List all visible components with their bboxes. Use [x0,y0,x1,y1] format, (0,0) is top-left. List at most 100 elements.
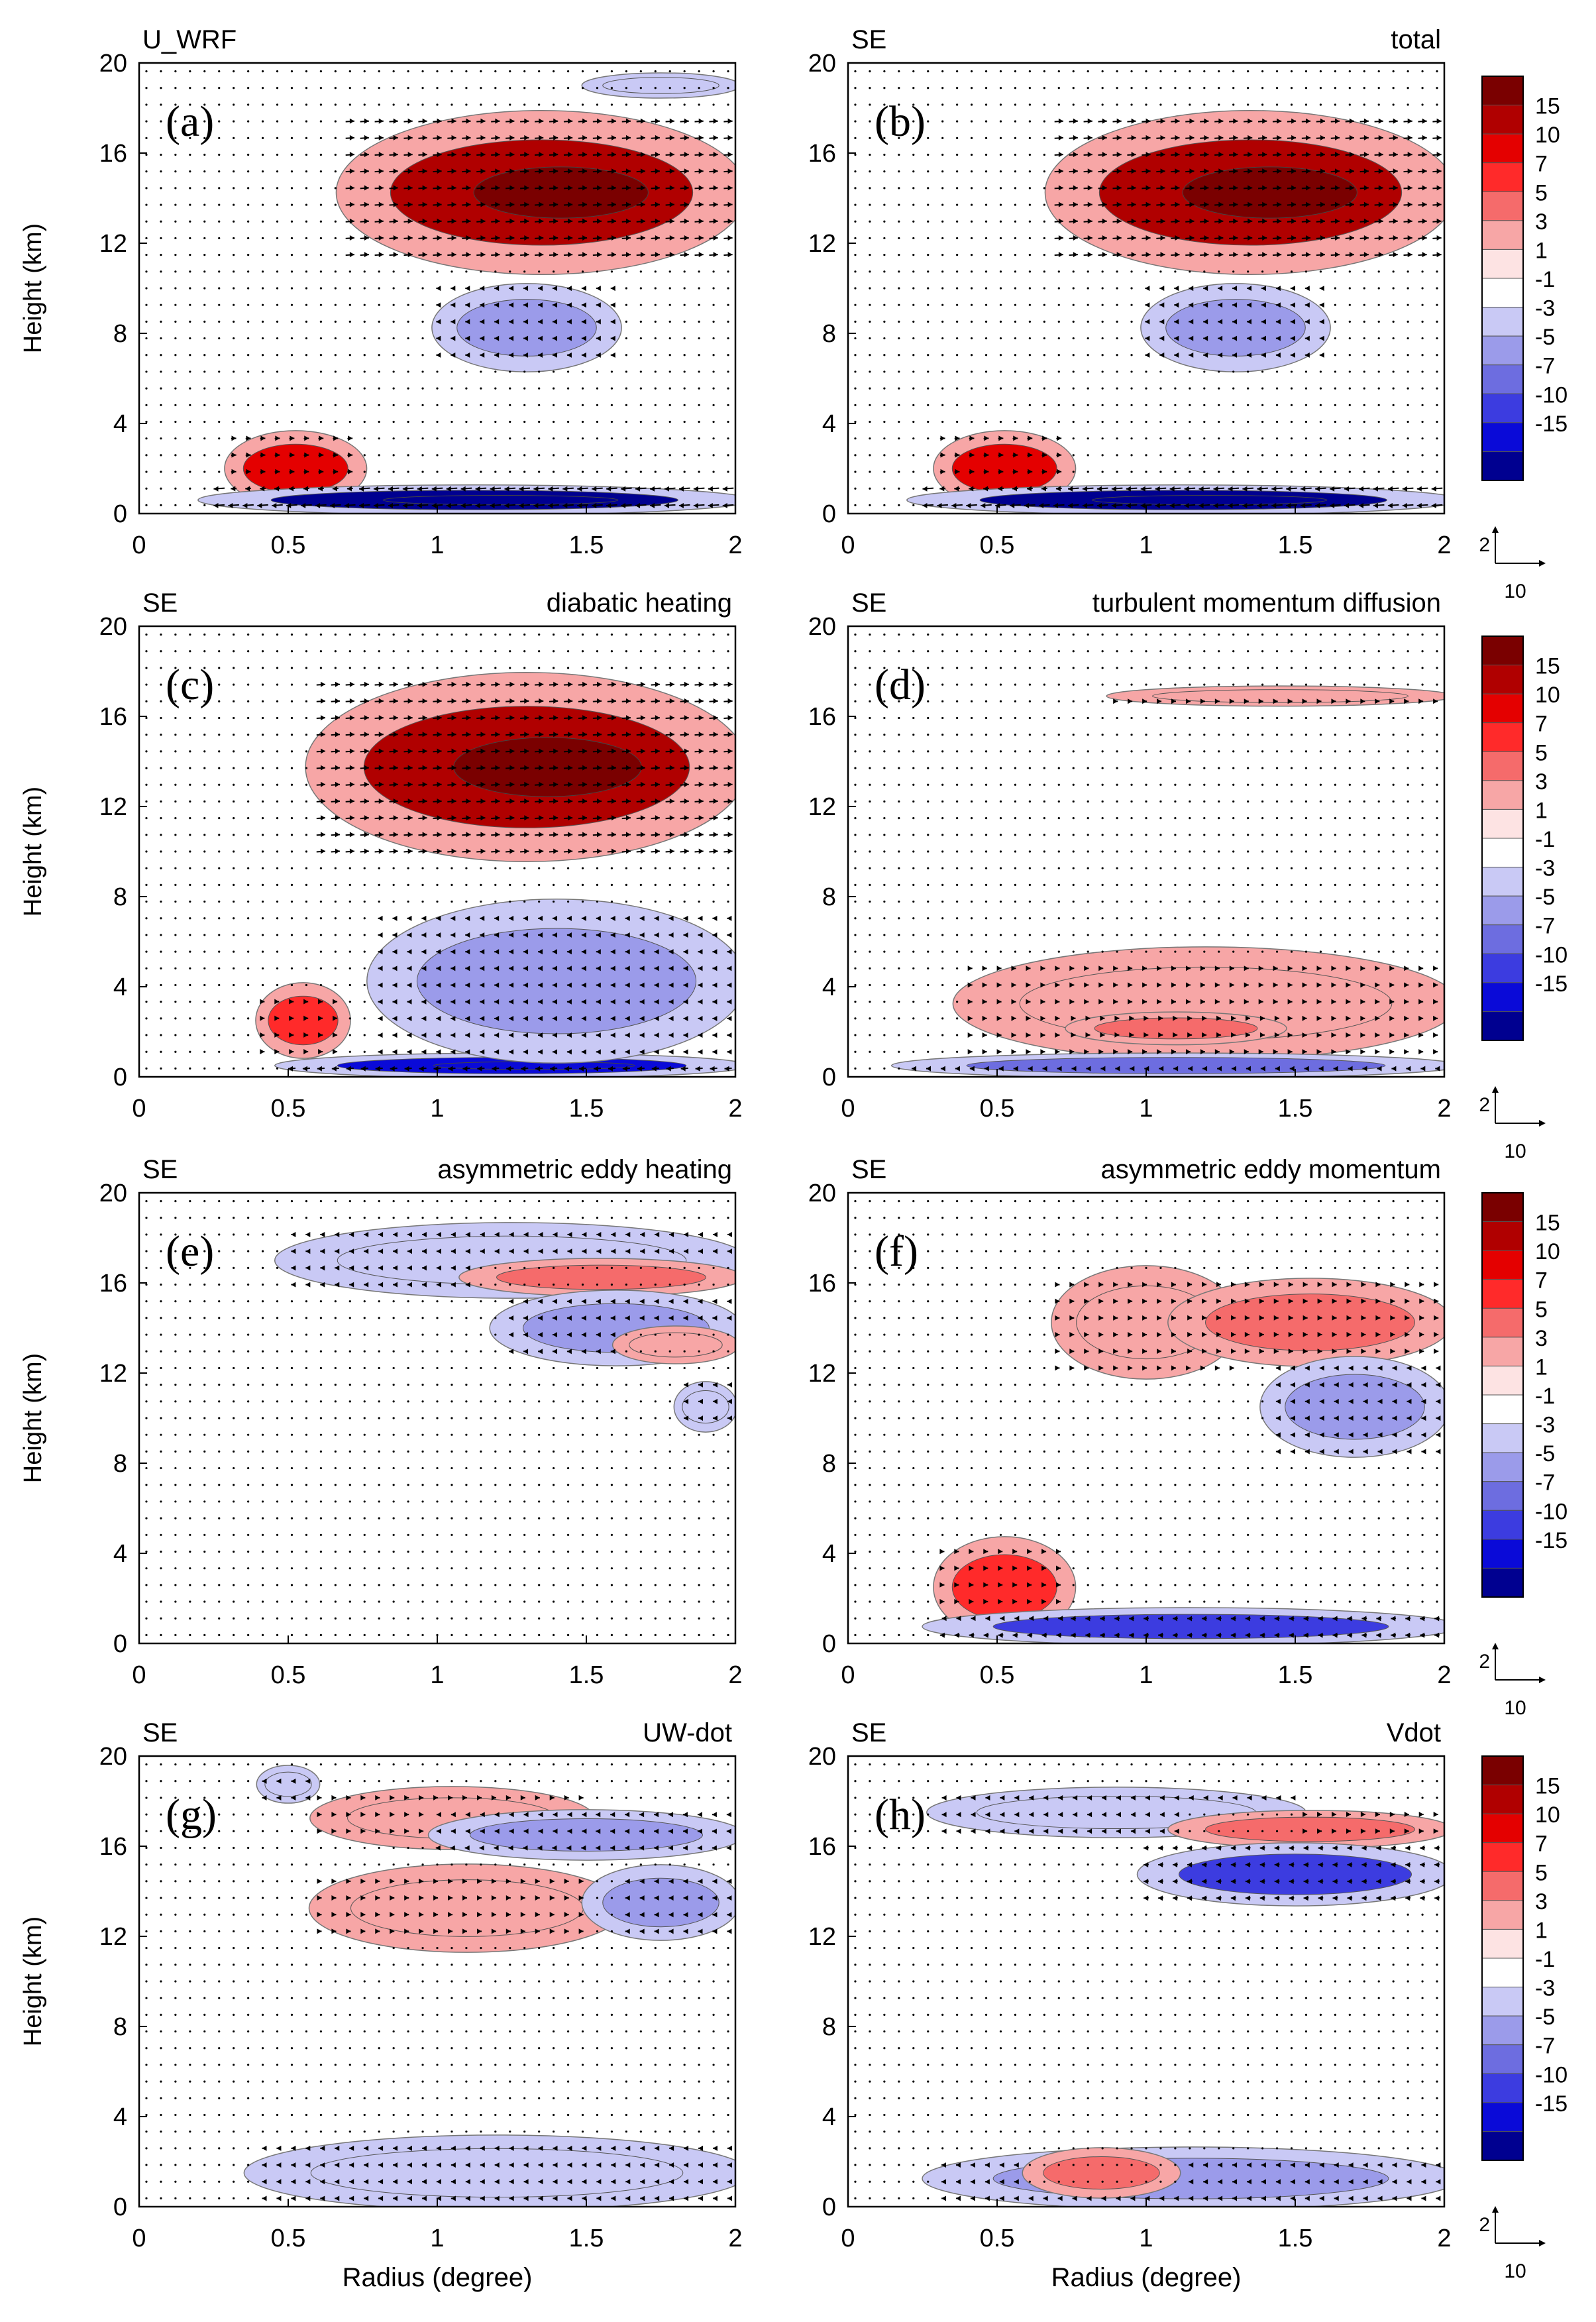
vector-dot [233,120,235,123]
vector-dot [218,1034,221,1036]
vector-dot [290,700,293,702]
vector-dot [1116,287,1118,290]
vector-dot [218,187,221,190]
vector-dot [1363,387,1365,390]
vector-dot [1407,87,1409,89]
vector-dot [1087,437,1089,440]
vector-dot [999,420,1002,423]
vector-dot [407,633,409,636]
vector-dot [203,650,206,653]
vector-arrowhead [553,748,559,754]
vector-dot [363,867,366,869]
vector-dot [247,967,250,969]
vector-arrowhead [437,235,442,241]
vector-dot [1348,354,1351,357]
vector-dot [898,137,900,139]
vector-dot [276,153,279,156]
vector-dot [145,337,148,340]
vector-arrowhead [451,168,456,174]
vector-dot [233,220,235,223]
vector-arrowhead [466,135,471,140]
vector-arrowhead [446,502,451,508]
vector-arrowhead [1203,319,1208,325]
vector-dot [1334,270,1336,273]
vector-dot [407,470,409,473]
vector-dot [276,900,279,903]
vector-dot [290,137,293,139]
vector-dot [451,867,453,869]
vector-dot [465,900,468,903]
vector-dot [1348,387,1351,390]
vector-arrowhead [332,486,337,492]
vector-arrowhead [509,915,514,921]
vector-dot [999,254,1002,256]
vector-arrowhead [1145,218,1151,224]
vector-dot [363,1050,366,1053]
vector-arrowhead [1140,486,1145,492]
vector-arrowhead [1145,352,1150,358]
vector-dot [566,454,570,457]
vector-dot [407,420,409,423]
vector-dot [203,1017,206,1020]
vector-arrowhead [1363,235,1369,241]
vector-arrowhead [639,966,645,971]
vector-dot [145,153,148,156]
vector-arrowhead [655,681,660,687]
vector-arrowhead [358,486,364,492]
vector-arrowhead [592,502,597,508]
vector-dot [698,470,700,473]
vector-arrowhead [1291,152,1297,158]
vector-dot [160,700,162,702]
vector-arrowhead [524,732,529,738]
vector-dot [654,387,657,390]
vector-dot [392,370,395,373]
vector-arrowhead [1087,252,1092,258]
vector-dot [363,1001,366,1003]
vector-arrowhead [683,1015,688,1021]
vector-dot [1421,103,1424,106]
vector-dot [319,304,322,306]
vector-dot [984,137,988,139]
vector-dot [854,650,857,653]
vector-dot [1043,120,1045,123]
vector-dot [912,487,915,490]
vector-dot [869,1017,871,1020]
vector-arrowhead [940,435,945,441]
vector-arrowhead [407,982,412,988]
vector-arrowhead [539,748,544,754]
vector-dot [203,750,206,753]
vector-dot [912,387,915,390]
vector-arrowhead [727,252,733,258]
vector-dot [276,254,279,256]
vector-dot [174,850,177,853]
vector-dot [319,900,322,903]
vector-arrowhead [392,949,398,955]
vector-dot [392,470,395,473]
vector-dot [869,800,871,803]
vector-dot [1014,87,1017,89]
vector-dot [378,287,380,290]
vector-arrowhead [1189,168,1195,174]
vector-arrowhead [451,781,456,787]
vector-dot [538,470,541,473]
vector-dot [480,103,482,106]
y-tick-label: 12 [99,793,127,821]
vector-dot [218,387,221,390]
x-tick-label: 1 [1139,531,1153,559]
vector-dot [160,220,162,223]
vector-arrowhead [1233,135,1238,140]
vector-arrowhead [275,435,280,441]
vector-arrowhead [1262,235,1267,241]
vector-arrowhead [422,201,427,207]
vector-dot [1028,370,1031,373]
vector-arrowhead [407,748,413,754]
vector-arrowhead [1393,201,1398,207]
vector-dot [233,1067,235,1070]
vector-dot [203,320,206,323]
vector-dot [1290,387,1293,390]
vector-arrowhead [539,732,544,738]
vector-dot [1159,404,1162,406]
vector-arrowhead [568,798,573,804]
vector-dot [927,203,930,206]
